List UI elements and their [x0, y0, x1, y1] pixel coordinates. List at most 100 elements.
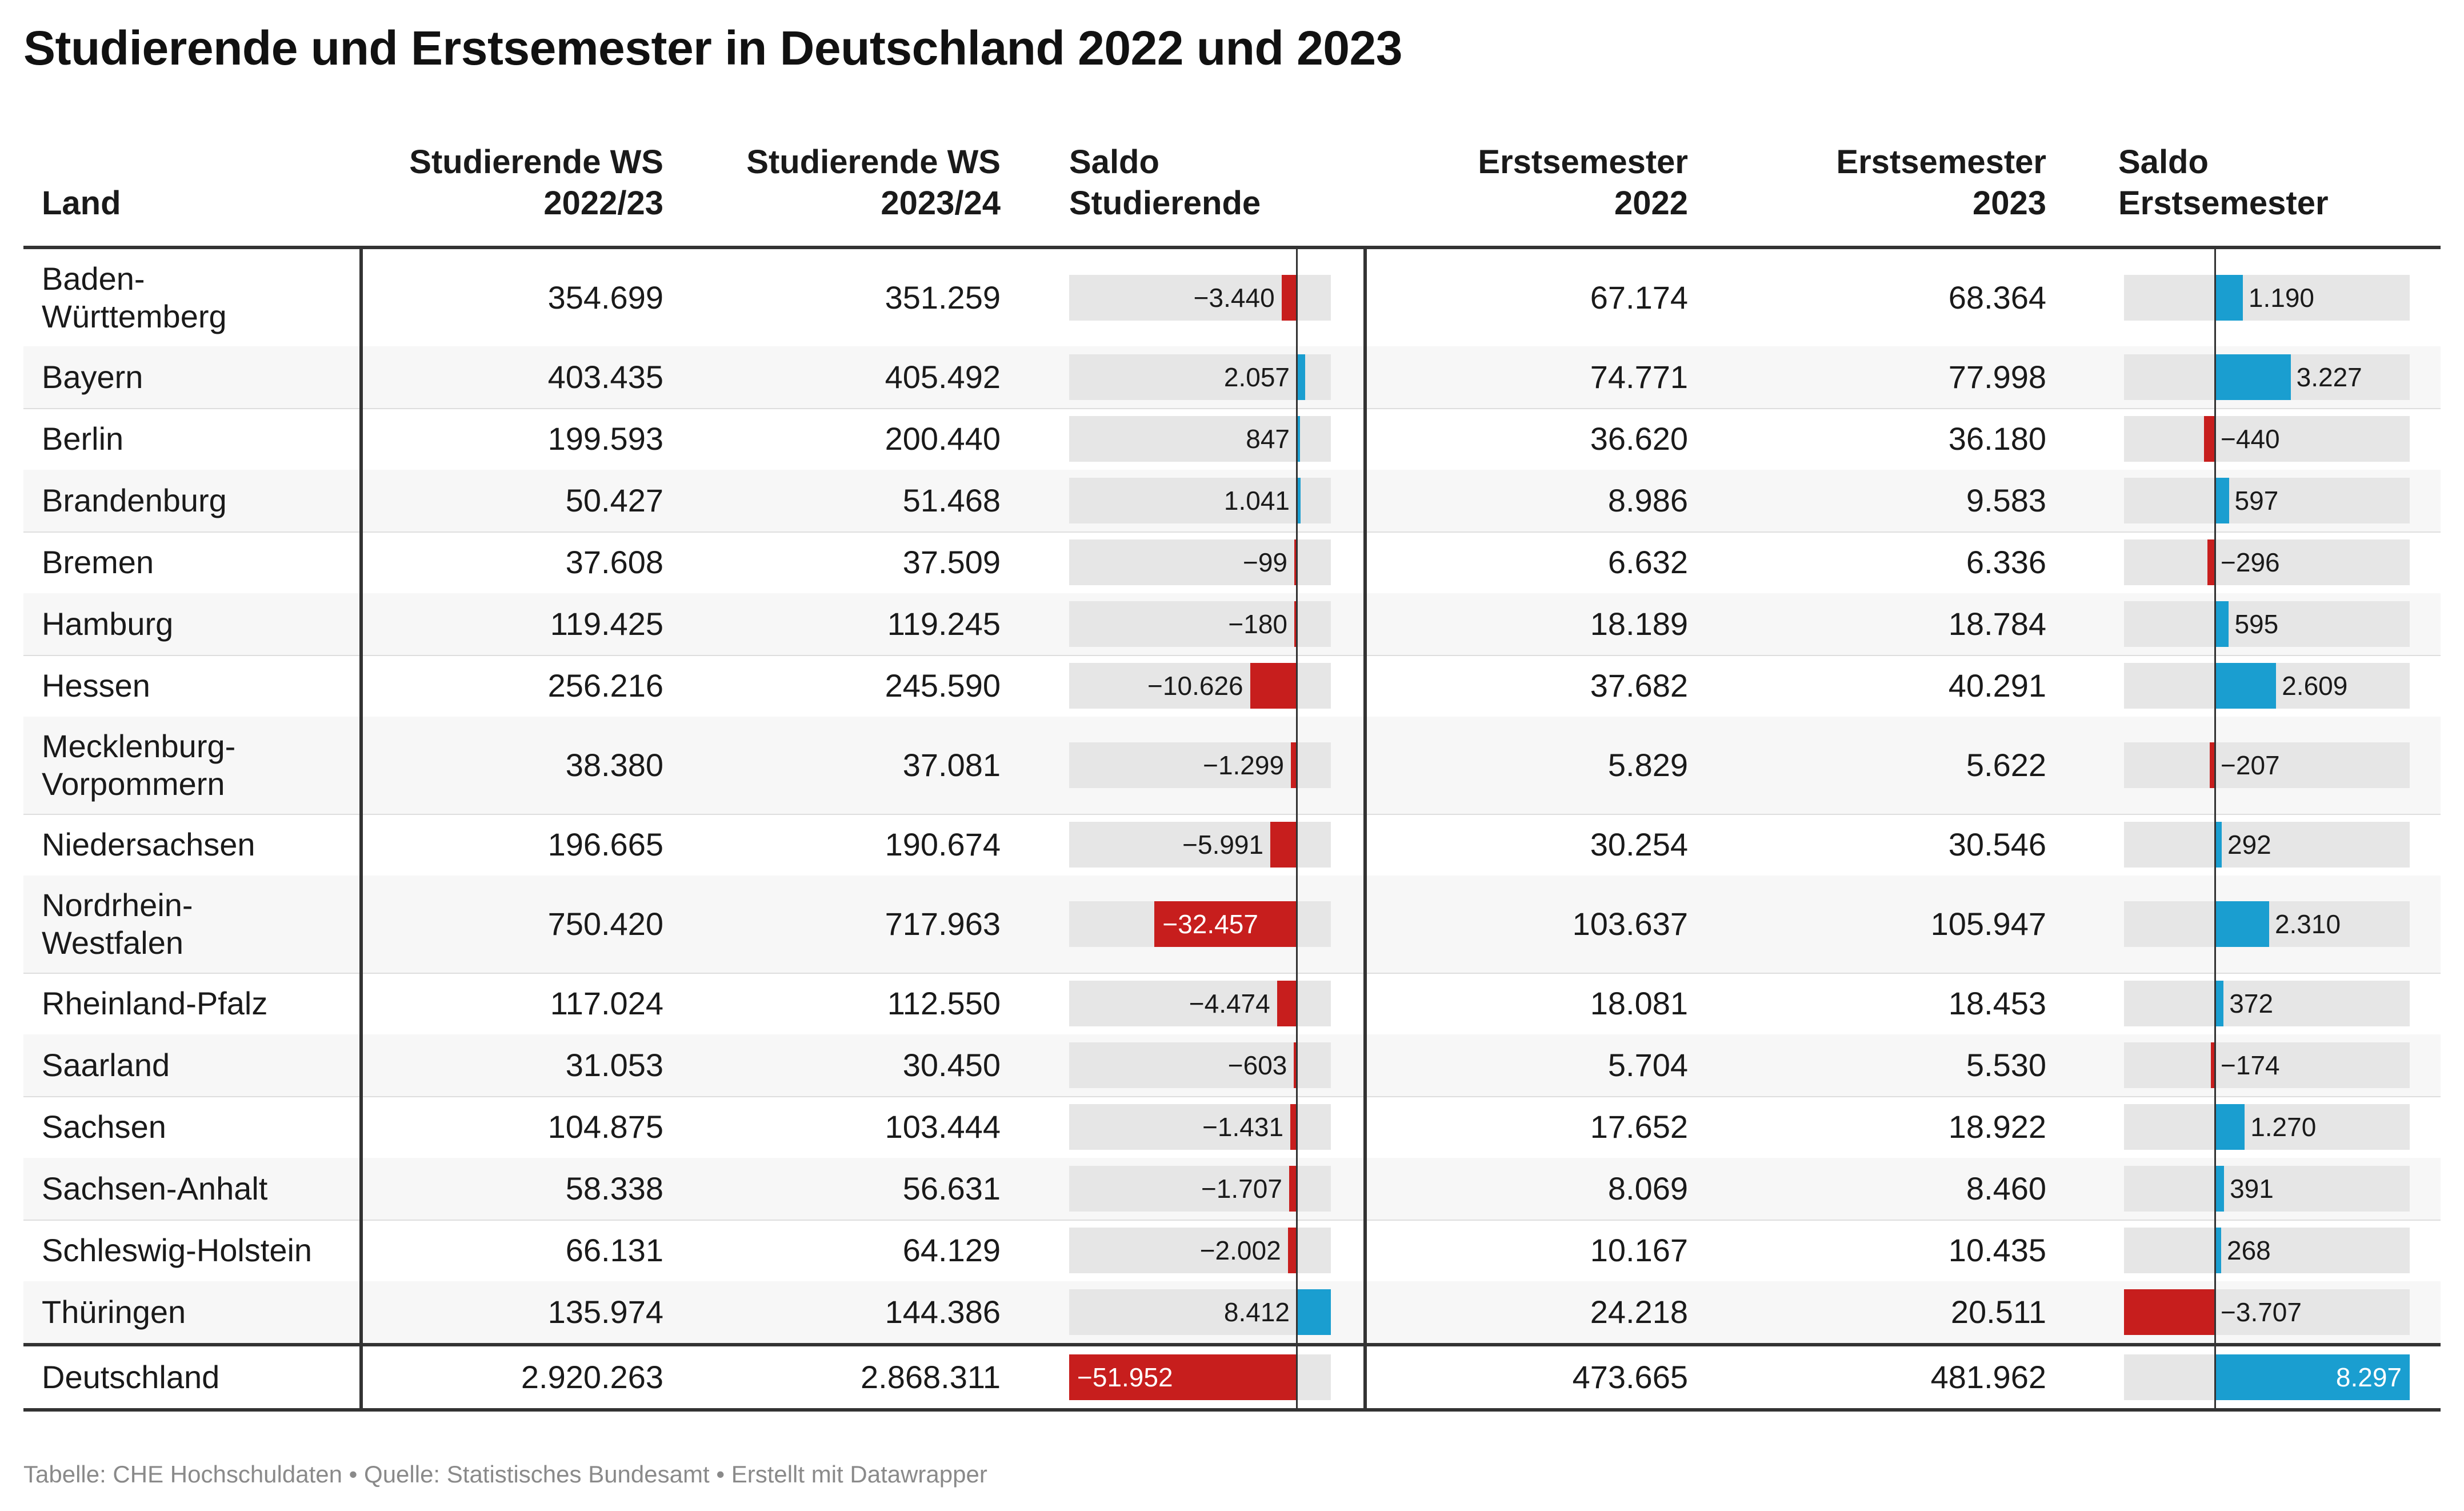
studierende-2023-value: 64.129	[902, 1232, 1001, 1268]
studierende-2023-value: 37.509	[902, 544, 1001, 580]
studierende-2023-value: 112.550	[887, 985, 1001, 1021]
divider-studierende-erstsemester	[1363, 1096, 1367, 1159]
saldo-erstsemester-track	[2124, 1042, 2410, 1088]
studierende-2022-value: 31.053	[565, 1047, 663, 1083]
table-row: Bremen 37.608 37.509 −99 6.632 6.336 −296	[23, 531, 2441, 594]
saldo-studierende-label: −1.431	[1202, 1112, 1284, 1142]
saldo-studierende-bar	[1297, 416, 1301, 462]
saldo-studierende-label: −51.952	[1077, 1362, 1173, 1392]
saldo-studierende-bar	[1297, 478, 1301, 523]
header-saldo-studierende-line1: Saldo	[1069, 143, 1159, 181]
saldo-studierende-track	[1069, 1228, 1331, 1273]
saldo-erstsemester-bar	[2210, 742, 2215, 788]
saldo-erstsemester-bar	[2215, 354, 2291, 400]
header-erstsemester-2022-line2: 2022	[1614, 185, 1688, 222]
erstsemester-2022-value: 37.682	[1590, 667, 1688, 703]
erstsemester-2023-value: 8.460	[1966, 1170, 2046, 1206]
land-name-line: Berlin	[42, 421, 124, 457]
land-name: Thüringen	[42, 1281, 350, 1343]
header-erstsemester-2023-line2: 2023	[1972, 185, 2046, 222]
saldo-studierende-track	[1069, 416, 1331, 462]
saldo-erstsemester-bar	[2215, 1354, 2410, 1400]
land-name-line: Deutschland	[42, 1359, 220, 1395]
header-saldo-studierende: Saldo Studierende	[1069, 142, 1261, 224]
saldo-erstsemester-track	[2124, 601, 2410, 647]
erstsemester-2023-value: 18.453	[1948, 985, 2046, 1021]
saldo-studierende-label: 2.057	[1223, 362, 1290, 392]
studierende-2023-value: 144.386	[885, 1294, 1001, 1330]
studierende-2022-value: 66.131	[565, 1232, 663, 1268]
saldo-studierende-label: −32.457	[1162, 909, 1258, 939]
studierende-2022-value: 119.425	[550, 606, 663, 642]
divider-studierende-erstsemester	[1363, 1281, 1367, 1344]
saldo-erstsemester-zero-line	[2214, 531, 2216, 593]
erstsemester-2023-value: 68.364	[1948, 279, 2046, 315]
studierende-2022-value: 403.435	[547, 359, 663, 395]
saldo-erstsemester-label: 2.310	[2274, 909, 2341, 939]
saldo-erstsemester-zero-line	[2214, 1281, 2216, 1343]
saldo-erstsemester-track	[2124, 1104, 2410, 1150]
erstsemester-2023-value: 105.947	[1930, 906, 2046, 942]
saldo-erstsemester-track	[2124, 539, 2410, 585]
divider-studierende-erstsemester	[1363, 1346, 1367, 1409]
erstsemester-2023-value: 36.180	[1948, 421, 2046, 457]
saldo-studierende-zero-line	[1296, 1158, 1298, 1220]
saldo-studierende-zero-line	[1296, 593, 1298, 655]
divider-land	[359, 1096, 363, 1159]
saldo-erstsemester-zero-line	[2214, 346, 2216, 408]
erstsemester-2022-value: 473.665	[1572, 1359, 1688, 1395]
saldo-studierende-bar	[1277, 981, 1297, 1026]
saldo-studierende-label: −2.002	[1199, 1236, 1281, 1265]
divider-land	[359, 249, 363, 347]
studierende-2023-value: 351.259	[885, 279, 1001, 315]
erstsemester-2022-value: 8.986	[1607, 482, 1688, 518]
land-name: Bayern	[42, 346, 350, 408]
divider-land	[359, 1158, 363, 1221]
studierende-2022-value: 2.920.263	[521, 1359, 663, 1395]
studierende-2022-value: 354.699	[547, 279, 663, 315]
saldo-erstsemester-bar	[2215, 1104, 2245, 1150]
saldo-erstsemester-zero-line	[2214, 655, 2216, 717]
saldo-studierende-track	[1069, 539, 1331, 585]
saldo-erstsemester-zero-line	[2214, 1034, 2216, 1096]
saldo-studierende-zero-line	[1296, 408, 1298, 470]
land-name: Saarland	[42, 1034, 350, 1096]
studierende-2022-value: 104.875	[547, 1109, 663, 1145]
total-rule	[23, 1343, 2441, 1346]
saldo-studierende-zero-line	[1296, 346, 1298, 408]
erstsemester-2022-value: 6.632	[1607, 544, 1688, 580]
divider-studierende-erstsemester	[1363, 655, 1367, 718]
header-studierende-2022-line1: Studierende WS	[409, 143, 663, 181]
saldo-studierende-track	[1069, 354, 1331, 400]
studierende-2023-value: 51.468	[902, 482, 1001, 518]
divider-studierende-erstsemester	[1363, 717, 1367, 815]
saldo-studierende-track	[1069, 742, 1331, 788]
erstsemester-2022-value: 24.218	[1590, 1294, 1688, 1330]
saldo-studierende-label: −3.440	[1193, 283, 1275, 313]
saldo-studierende-label: 847	[1246, 424, 1290, 454]
land-name: Niedersachsen	[42, 814, 350, 876]
erstsemester-2023-value: 77.998	[1948, 359, 2046, 395]
saldo-erstsemester-track	[2124, 416, 2410, 462]
land-name-line: Brandenburg	[42, 482, 227, 518]
land-name-line: Hamburg	[42, 606, 174, 642]
saldo-erstsemester-label: 292	[2227, 830, 2271, 860]
erstsemester-2023-value: 20.511	[1950, 1294, 2046, 1330]
saldo-erstsemester-zero-line	[2214, 1346, 2216, 1408]
land-name: Sachsen	[42, 1096, 350, 1158]
saldo-studierende-zero-line	[1296, 1034, 1298, 1096]
erstsemester-2023-value: 10.435	[1948, 1232, 2046, 1268]
divider-studierende-erstsemester	[1363, 1158, 1367, 1221]
land-name: Baden- Württemberg	[42, 249, 350, 346]
header-land: Land	[42, 185, 121, 222]
table-row: Mecklenburg- Vorpommern 38.380 37.081 −1.299…	[23, 717, 2441, 815]
studierende-2023-value: 56.631	[902, 1170, 1001, 1206]
saldo-studierende-label: −4.474	[1189, 989, 1270, 1018]
saldo-erstsemester-label: −440	[2221, 424, 2280, 454]
studierende-2023-value: 190.674	[885, 826, 1001, 862]
saldo-studierende-label: −603	[1227, 1050, 1287, 1080]
studierende-2023-value: 30.450	[902, 1047, 1001, 1083]
studierende-2022-value: 58.338	[565, 1170, 663, 1206]
saldo-studierende-label: −10.626	[1147, 671, 1243, 701]
erstsemester-2022-value: 103.637	[1572, 906, 1688, 942]
